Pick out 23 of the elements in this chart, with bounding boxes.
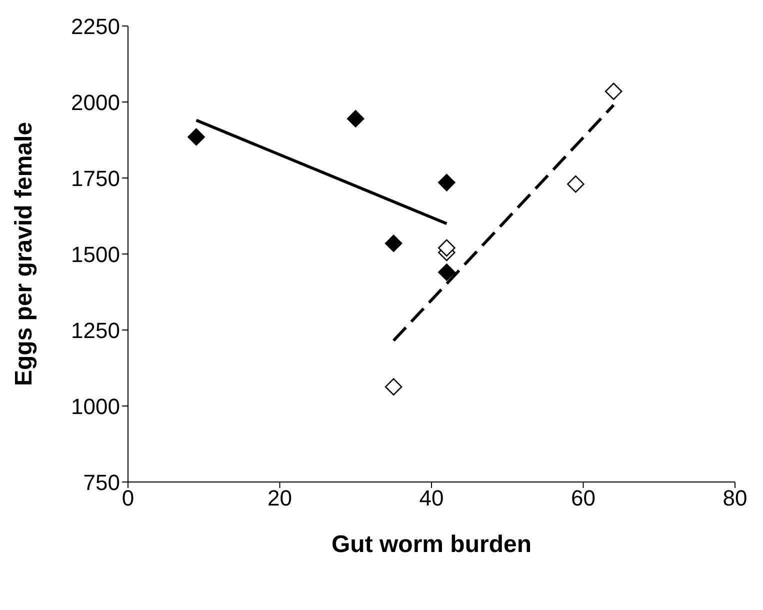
x-tick-label: 20	[268, 486, 292, 511]
x-tick-label: 80	[722, 486, 748, 511]
point	[604, 82, 622, 100]
x-tick-label: 60	[571, 486, 596, 511]
point	[438, 239, 456, 257]
y-tick-label: 1250	[71, 318, 120, 343]
point	[438, 174, 456, 192]
y-tick-label: 1750	[71, 166, 120, 191]
point	[438, 264, 456, 281]
y-tick-label: 1500	[71, 242, 120, 267]
y-axis-title: Eggs per gravid female	[10, 122, 38, 386]
point	[346, 110, 364, 128]
y-tick-label: 750	[83, 470, 120, 495]
point	[188, 128, 205, 146]
x-tick-label: 40	[419, 486, 444, 511]
y-tick-label: 1000	[71, 394, 120, 419]
point	[567, 175, 584, 193]
point	[384, 234, 402, 252]
point	[384, 378, 402, 396]
x-axis-title: Gut worm burden	[332, 531, 532, 558]
y-tick-label: 2250	[71, 14, 120, 39]
y-tick-label: 2000	[71, 90, 120, 115]
x-tick-label: 0	[122, 486, 134, 511]
